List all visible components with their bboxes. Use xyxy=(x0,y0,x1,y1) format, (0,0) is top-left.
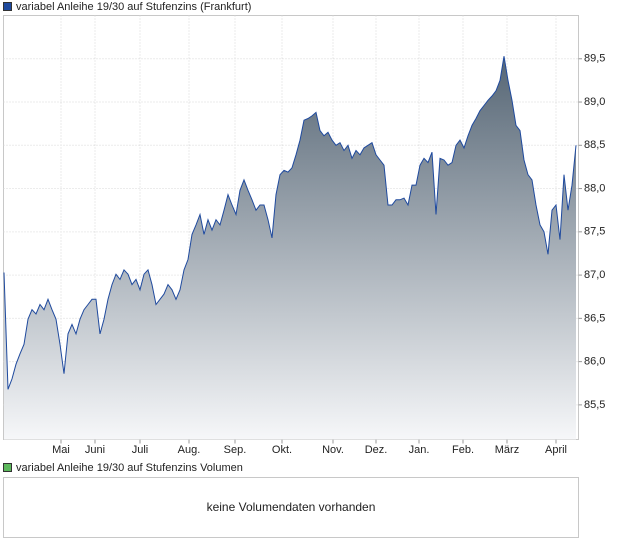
y-tick-label: 89,5 xyxy=(584,53,605,65)
x-tick-label: Okt. xyxy=(272,444,292,456)
y-tick-label: 86,5 xyxy=(584,312,605,324)
x-tick-label: Nov. xyxy=(322,444,344,456)
x-tick-label: März xyxy=(495,444,519,456)
x-tick-label: Juni xyxy=(85,444,105,456)
x-tick-label: Aug. xyxy=(178,444,201,456)
y-tick-label: 85,5 xyxy=(584,399,605,411)
x-tick-label: Mai xyxy=(52,444,70,456)
legend-label: variabel Anleihe 19/30 auf Stufenzins Vo… xyxy=(16,462,243,474)
x-tick-label: April xyxy=(545,444,567,456)
x-tick-label: Jan. xyxy=(409,444,430,456)
y-tick-label: 86,0 xyxy=(584,356,605,368)
y-tick-label: 87,0 xyxy=(584,269,605,281)
volume-frame xyxy=(3,477,579,538)
x-tick-label: Juli xyxy=(132,444,149,456)
y-tick-label: 87,5 xyxy=(584,226,605,238)
legend-swatch xyxy=(3,2,12,11)
legend-swatch xyxy=(3,463,12,472)
no-data-message: keine Volumendaten vorhanden xyxy=(207,500,376,514)
x-tick-label: Feb. xyxy=(452,444,474,456)
price-line xyxy=(3,56,577,390)
legend-label: variabel Anleihe 19/30 auf Stufenzins (F… xyxy=(16,1,251,13)
y-tick-label: 88,0 xyxy=(584,182,605,194)
x-tick-label: Dez. xyxy=(365,444,388,456)
x-tick-label: Sep. xyxy=(224,444,247,456)
area xyxy=(4,56,576,440)
y-tick-label: 88,5 xyxy=(584,139,605,151)
y-tick-label: 89,0 xyxy=(584,96,605,108)
